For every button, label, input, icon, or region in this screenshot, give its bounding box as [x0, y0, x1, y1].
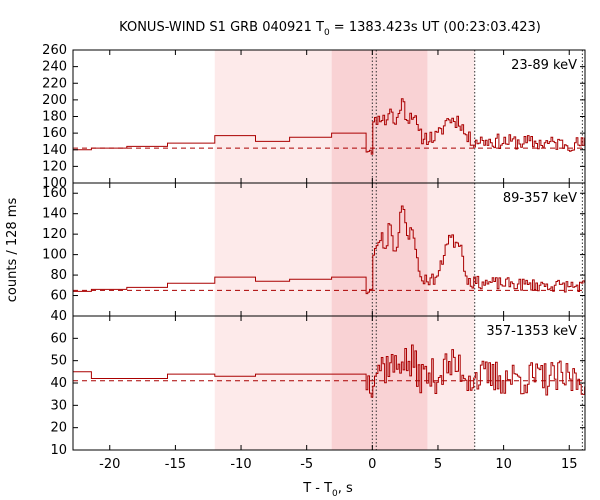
x-tick-label: -20: [99, 457, 120, 472]
y-tick-label: 240: [42, 60, 67, 75]
energy-band-label: 23-89 keV: [511, 58, 577, 73]
x-tick-label: 0: [368, 457, 376, 472]
panel-2: 40 60 80 100 120 140 160 89-357 keV: [42, 182, 586, 324]
y-tick-label: 100: [42, 248, 67, 263]
x-tick-label: -5: [300, 457, 313, 472]
x-axis-label: T - T0, s: [302, 481, 353, 499]
shaded-interval-1: [214, 316, 332, 450]
y-tick-label: 80: [50, 268, 67, 283]
count-rate-curve: [73, 344, 586, 398]
y-tick-label: 160: [42, 126, 67, 141]
y-axis-label: counts / 128 ms: [5, 198, 20, 303]
shaded-interval-1: [214, 50, 332, 183]
y-tick-label: 40: [50, 376, 67, 391]
y-tick-label: 220: [42, 76, 67, 91]
y-tick-label: 140: [42, 143, 67, 158]
x-tick-label: 15: [561, 457, 578, 472]
y-tick-label: 180: [42, 110, 67, 125]
shaded-interval-2: [331, 183, 428, 316]
y-tick-label: 60: [50, 289, 67, 304]
y-tick-label: 40: [50, 309, 67, 324]
shaded-interval-3: [427, 183, 475, 316]
shaded-interval-1: [214, 183, 332, 316]
x-tick-label: -10: [230, 457, 251, 472]
x-tick-label: 5: [434, 457, 442, 472]
x-tick-label: 10: [495, 457, 512, 472]
y-tick-label: 100: [42, 176, 67, 191]
y-tick-label: 120: [42, 227, 67, 242]
count-rate-curve: [73, 98, 586, 155]
y-tick-label: 10: [50, 443, 67, 458]
y-tick-label: 200: [42, 93, 67, 108]
energy-band-label: 89-357 keV: [503, 191, 577, 206]
panel-3: 10 20 30 40 50 60 -20 -15 -10 -5 0 5 10 15 357-1353 ke…: [50, 315, 586, 472]
count-rate-curve: [73, 205, 586, 295]
y-tick-label: 50: [50, 354, 67, 369]
x-tick-label: -15: [165, 457, 186, 472]
shaded-interval-2: [331, 316, 428, 450]
y-tick-label: 160: [42, 186, 67, 201]
shaded-interval-3: [427, 50, 475, 183]
y-tick-label: 20: [50, 421, 67, 436]
y-tick-label: 260: [42, 43, 67, 58]
y-tick-label: 60: [50, 331, 67, 346]
chart-title: KONUS-WIND S1 GRB 040921 T0 = 1383.423s …: [119, 20, 541, 38]
y-tick-label: 140: [42, 207, 67, 222]
y-tick-label: 30: [50, 398, 67, 413]
y-tick-label: 120: [42, 159, 67, 174]
energy-band-label: 357-1353 keV: [486, 324, 577, 339]
